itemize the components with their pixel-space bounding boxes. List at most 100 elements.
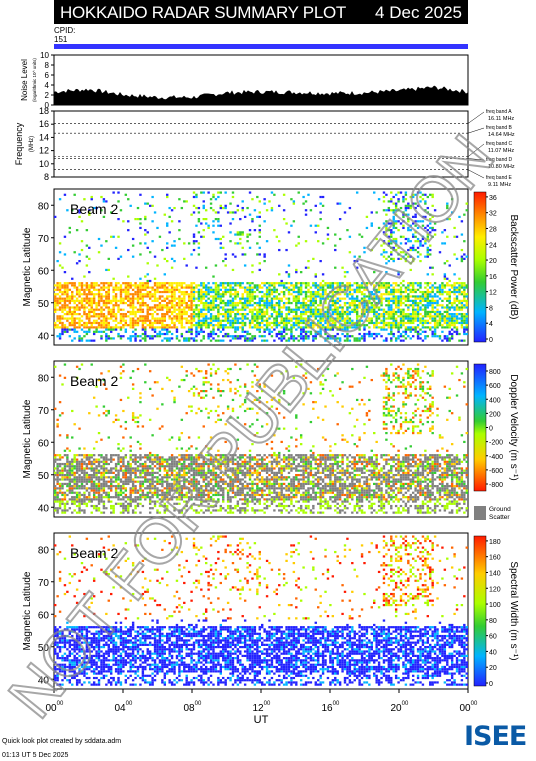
heatmap-cell — [158, 478, 162, 481]
freq-ytick-label: 8 — [44, 172, 49, 182]
heatmap-cell — [112, 297, 115, 300]
heatmap-cell — [307, 295, 310, 298]
heatmap-cell — [224, 332, 227, 336]
heatmap-cell — [148, 293, 152, 296]
heatmap-cell — [256, 326, 259, 329]
heatmap-cell — [80, 306, 84, 309]
heatmap-cell — [231, 288, 235, 291]
heatmap-cell — [175, 471, 179, 474]
heatmap-cell — [54, 485, 57, 488]
heatmap-cell — [363, 301, 366, 305]
heatmap-cell — [331, 297, 335, 300]
heatmap-cell — [392, 282, 395, 285]
heatmap-cell — [407, 255, 410, 258]
heatmap-cell — [131, 293, 135, 296]
heatmap-cell — [424, 293, 427, 296]
heatmap-cell — [394, 237, 398, 241]
heatmap-cell — [131, 500, 135, 503]
heatmap-cell — [416, 313, 420, 316]
heatmap-cell — [302, 202, 305, 205]
heatmap-cell — [214, 315, 218, 318]
heatmap-cell — [88, 493, 91, 497]
heatmap-cell — [66, 282, 69, 285]
heatmap-cell — [66, 500, 69, 503]
heatmap-cell — [129, 449, 132, 452]
heatmap-cell — [114, 465, 118, 468]
heatmap-cell — [458, 308, 461, 311]
heatmap-cell — [163, 306, 166, 309]
heatmap-cell — [287, 317, 291, 320]
heatmap-cell — [119, 290, 123, 294]
heatmap-cell — [90, 480, 93, 483]
heatmap-cell — [83, 335, 86, 338]
heatmap-cell — [312, 293, 315, 296]
heatmap-cell — [192, 297, 196, 300]
heatmap-cell — [148, 471, 152, 474]
heatmap-cell — [346, 317, 349, 320]
heatmap-cell — [407, 299, 410, 302]
heatmap-cell — [426, 284, 429, 287]
heatmap-cell — [256, 315, 259, 318]
heatmap-cell — [178, 438, 181, 441]
heatmap-cell — [195, 330, 198, 333]
heatmap-cell — [363, 306, 366, 309]
heatmap-cell — [416, 306, 420, 309]
heatmap-cell — [75, 288, 79, 291]
heatmap-cell — [317, 313, 320, 316]
heatmap-cell — [80, 319, 84, 322]
heatmap-cell — [394, 248, 398, 252]
heatmap-cell — [370, 317, 373, 320]
heatmap-cell — [219, 295, 222, 298]
heatmap-cell — [119, 467, 123, 470]
heatmap-cell — [73, 310, 76, 314]
heatmap-cell — [92, 299, 96, 302]
heatmap-cell — [127, 496, 130, 499]
heatmap-cell — [58, 434, 62, 437]
heatmap-cell — [197, 206, 201, 210]
heatmap-cell — [158, 282, 162, 285]
heatmap-cell — [256, 288, 259, 291]
heatmap-cell — [231, 282, 235, 285]
heatmap-cell — [448, 293, 451, 296]
heatmap-cell — [97, 491, 101, 494]
heatmap-cell — [334, 286, 337, 289]
heatmap-cell — [285, 288, 288, 291]
heatmap-cell — [273, 308, 276, 311]
heatmap-cell — [148, 290, 152, 294]
heatmap-cell — [112, 458, 115, 461]
heatmap-cell — [163, 315, 166, 318]
heatmap-cell — [56, 480, 59, 483]
freq-ytick-label: 10 — [39, 159, 49, 169]
heatmap-cell — [297, 282, 300, 285]
heatmap-cell — [95, 491, 98, 494]
heatmap-cell — [139, 315, 142, 318]
heatmap-cell — [212, 317, 215, 320]
heatmap-cell — [341, 315, 344, 318]
heatmap-cell — [151, 480, 154, 483]
heatmap-cell — [73, 480, 76, 483]
heatmap-cell — [122, 465, 125, 468]
heatmap-cell — [258, 308, 261, 311]
heatmap-cell — [180, 297, 184, 300]
heatmap-cell — [217, 324, 220, 327]
heatmap-cell — [197, 308, 201, 311]
heatmap-cell — [392, 293, 395, 296]
heatmap-cell — [433, 328, 437, 331]
heatmap-cell — [387, 293, 391, 296]
heatmap-cell — [131, 454, 135, 457]
heatmap-cell — [119, 504, 123, 508]
heatmap-cell — [136, 288, 140, 291]
heatmap-cell — [200, 328, 203, 331]
heatmap-cell — [346, 293, 349, 296]
heatmap-cell — [290, 317, 293, 320]
heatmap-cell — [226, 319, 230, 322]
heatmap-cell — [448, 218, 451, 221]
heatmap-cell — [241, 286, 244, 289]
heatmap-cell — [92, 206, 96, 210]
heatmap-cell — [280, 290, 283, 294]
lat-tick-label: 70 — [38, 234, 50, 245]
heatmap-cell — [75, 286, 79, 289]
heatmap-cell — [285, 313, 288, 316]
heatmap-cell — [192, 293, 196, 296]
heatmap-cell — [88, 456, 91, 459]
